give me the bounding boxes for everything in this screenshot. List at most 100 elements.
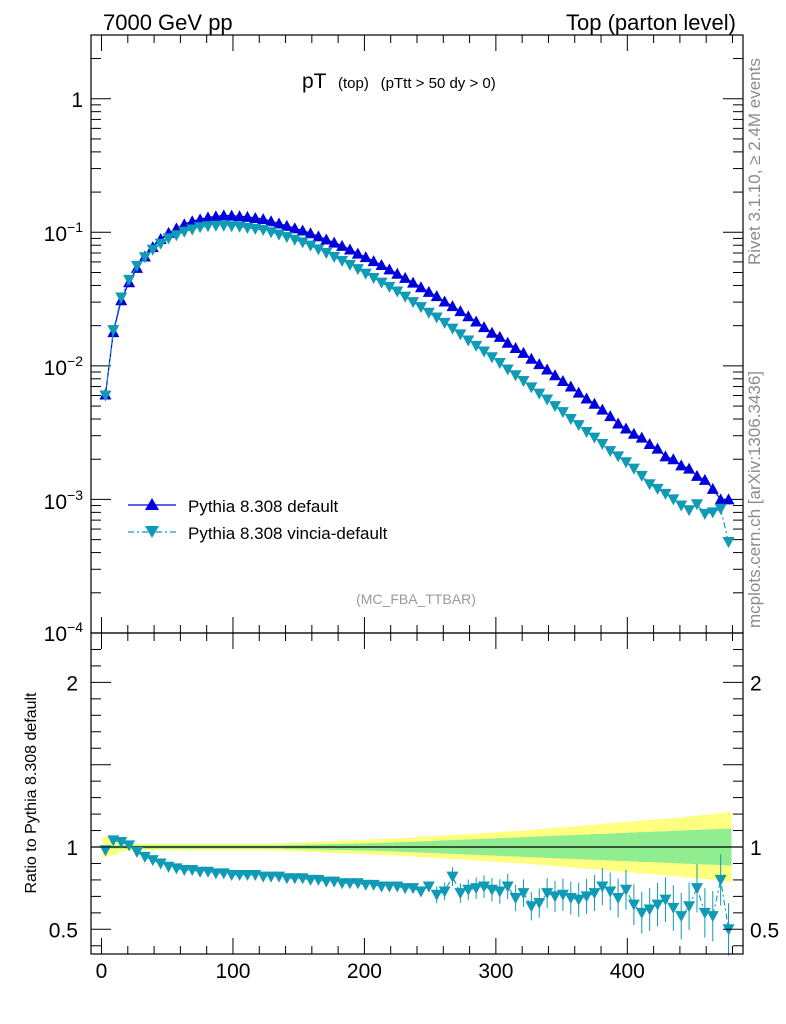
ratio-axis-ticks (91, 632, 743, 954)
ratio-ytick-label-right: 1 (750, 837, 762, 860)
data-point (604, 410, 617, 422)
data-point (343, 243, 356, 255)
ratio-point (288, 873, 301, 885)
ratio-point (604, 886, 617, 898)
ytick-label-1e-3: 10−3 (44, 487, 84, 514)
data-point (470, 340, 483, 352)
ratio-point (556, 889, 569, 901)
data-point (343, 259, 356, 271)
data-point (667, 453, 680, 465)
legend-marker-vincia (145, 526, 159, 538)
series-default (99, 209, 735, 505)
data-point (430, 290, 443, 302)
analysis-tag: (MC_FBA_TTBAR) (356, 591, 476, 607)
data-point (446, 323, 459, 335)
data-point (304, 240, 317, 252)
data-point (501, 336, 514, 348)
ratio-point (643, 904, 656, 916)
ratio-point (209, 868, 222, 880)
data-point (123, 274, 136, 286)
ratio-point (225, 869, 238, 881)
data-point (541, 363, 554, 375)
main-frame (90, 34, 744, 634)
data-point (241, 210, 254, 222)
data-point (209, 220, 222, 232)
data-point (683, 505, 696, 517)
legend-marker-default (145, 498, 159, 510)
ratio-point (651, 899, 664, 911)
data-point (375, 277, 388, 289)
ratio-point (706, 911, 719, 923)
data-point (383, 263, 396, 275)
ratio-point (580, 891, 593, 903)
ratio-point (549, 891, 562, 903)
data-point (596, 439, 609, 451)
data-point (336, 255, 349, 267)
ratio-point (501, 881, 514, 893)
data-point (454, 305, 467, 317)
ytick-label-1e-2: 10−2 (44, 353, 84, 380)
ratio-ytick-label-left: 2 (66, 672, 78, 695)
data-point (643, 479, 656, 491)
data-point (446, 300, 459, 312)
data-point (438, 317, 451, 329)
data-point (620, 457, 633, 469)
ratio-point (541, 888, 554, 900)
data-point (407, 297, 420, 309)
ratio-point (320, 876, 333, 888)
data-point (414, 281, 427, 293)
data-point (454, 329, 467, 341)
data-point (612, 451, 625, 463)
ratio-point (446, 871, 459, 883)
ratio-point (146, 855, 159, 867)
data-point (493, 330, 506, 342)
ratio-point (115, 837, 128, 849)
data-point (651, 483, 664, 495)
data-point (627, 463, 640, 475)
ratio-point (265, 871, 278, 883)
data-point (635, 431, 648, 443)
data-point (312, 230, 325, 242)
data-point (438, 295, 451, 307)
data-point (509, 342, 522, 354)
data-point (706, 482, 719, 494)
data-point (470, 315, 483, 327)
data-point (138, 252, 151, 264)
data-point (312, 244, 325, 256)
data-point (675, 500, 688, 512)
ratio-point (257, 871, 270, 883)
data-point (225, 209, 238, 221)
data-point (706, 507, 719, 519)
data-point (690, 499, 703, 511)
ratio-point (99, 845, 112, 857)
data-point (399, 271, 412, 283)
data-point (320, 247, 333, 259)
data-point (367, 272, 380, 284)
data-point (549, 369, 562, 381)
data-point (501, 364, 514, 376)
data-point (698, 508, 711, 520)
header-right: Top (parton level) (566, 10, 736, 35)
ratio-point (399, 883, 412, 895)
ratio-point (596, 881, 609, 893)
data-point (367, 255, 380, 267)
ratio-ytick-label-left: 0.5 (49, 919, 78, 942)
ratio-point (675, 911, 688, 923)
ratio-ytick-label-right: 2 (750, 672, 762, 695)
legend-label-default: Pythia 8.308 default (188, 497, 339, 516)
plot-title-main: pT (302, 70, 327, 93)
ratio-point (493, 886, 506, 898)
data-point (430, 312, 443, 324)
ratio-point (430, 889, 443, 901)
mcplots-label: mcplots.cern.ch [arXiv:1306.3436] (745, 371, 764, 628)
plot-title-sub2: (pTtt > 50 dy > 0) (381, 75, 496, 92)
data-point (407, 276, 420, 288)
ratio-point (233, 869, 246, 881)
data-point (391, 286, 404, 298)
data-point (478, 346, 491, 358)
ratio-panel: 0.5 0.5 1 1 2 2 0 100 200 300 400 Ratio to Pythia… (23, 632, 779, 983)
ratio-point (533, 897, 546, 909)
data-point (399, 291, 412, 303)
data-point (328, 236, 341, 248)
ratio-point (454, 888, 467, 900)
